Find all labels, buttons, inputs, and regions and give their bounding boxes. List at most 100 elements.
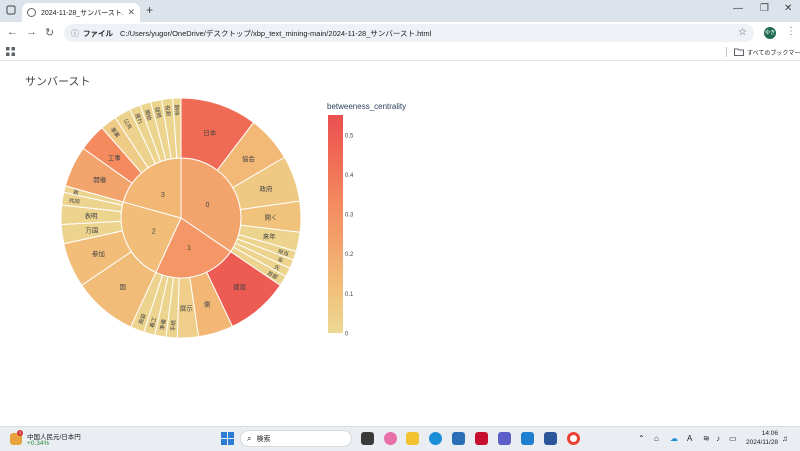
apps-grid-icon[interactable] [6,47,15,56]
widget-value: +0.34% [27,440,50,447]
sunburst-label-遅れ: 遅れ [133,112,144,125]
folder-icon[interactable] [734,48,744,56]
sunburst-label-担当: 担当 [277,247,290,258]
sunburst-label-年: 年 [276,255,285,265]
sunburst-label-開く: 開く [264,214,277,222]
sunburst-label-表明: 表明 [85,211,99,220]
sunburst-label-手続: 手続 [169,319,178,331]
bookmarks-bar: すべてのブックマーク [0,44,800,61]
all-bookmarks-link[interactable]: すべてのブックマーク [747,51,800,57]
sunburst-label-共同: 共同 [68,196,81,206]
sunburst-label-日本: 日本 [203,128,217,137]
wifi-icon[interactable]: ≋ [703,434,710,443]
sunburst-label-3: 3 [161,192,165,199]
copilot-icon[interactable] [384,432,397,445]
colorbar-title: betweeness_centrality [327,102,407,111]
reload-icon[interactable]: ↻ [45,27,55,39]
network-icon[interactable]: ⌂ [654,434,659,443]
windows-start-icon[interactable] [221,432,234,445]
address-toolbar: ← → ↻ ⓘ ファイル C:/Users/yugor/OneDrive/デスク… [0,22,800,44]
tab-active[interactable]: 2024-11-28_サンバースト.html ✕ [22,3,140,22]
notification-bell-icon[interactable]: ♫ [782,434,788,443]
bookmarks-separator [726,47,727,57]
sunburst-label-0: 0 [206,202,210,209]
vscode-icon[interactable] [521,432,534,445]
taskbar-search[interactable]: ⌕ 検索 [240,430,352,447]
colorbar-ticks: 0 0.1 0.2 0.3 0.4 0.5 [345,133,354,337]
sunburst-label-開催: 開催 [93,175,107,184]
task-view-icon[interactable] [361,432,374,445]
minimize-icon[interactable]: — [733,3,743,14]
sunburst-rings[interactable]: 0日本協会政府開く来年担当年氏首都1建設側展示手続準備着工施設2国参加万国表明共… [60,97,302,339]
new-tab-icon[interactable]: + [146,3,154,17]
globe-icon [27,8,36,17]
volume-icon[interactable]: ♪ [716,434,720,443]
widget-title[interactable]: 中国人民元/日本円 [27,434,81,441]
tab-strip: 2024-11-28_サンバースト.html ✕ + — ❐ ✕ [0,0,800,22]
sunburst-label-万国: 万国 [85,227,98,235]
bookmark-star-icon[interactable]: ☆ [738,27,747,38]
menu-dots-icon[interactable]: ⋮ [786,26,796,37]
mcafee-icon[interactable] [475,432,488,445]
sunburst-segment-期待[interactable] [172,97,182,159]
colorbar-tick-label: 0.5 [345,133,354,139]
sunburst-label-疑問: 疑問 [153,106,163,119]
tab-title: 2024-11-28_サンバースト.html [41,9,124,17]
sunburst-label-2: 2 [152,229,156,236]
restore-icon[interactable]: ❐ [760,3,769,14]
sunburst-label-役割: 役割 [163,105,172,117]
sunburst-label-来年: 来年 [263,231,277,240]
teams-icon[interactable] [498,432,511,445]
edge-icon[interactable] [429,432,442,445]
sunburst-label-1: 1 [187,245,191,252]
sunburst-label-工事: 工事 [108,153,122,162]
sunburst-label-協会: 協会 [242,154,256,163]
address-url[interactable]: C:/Users/yugor/OneDrive/デスクトップ/xbp_text_… [120,28,432,38]
notification-badge: 1 [17,430,23,436]
input-method-icon[interactable]: A [687,434,693,443]
colorbar-tick-label: 0 [345,332,349,338]
sunburst-label-展示: 展示 [180,304,194,312]
word-icon[interactable] [544,432,557,445]
sunburst-label-数: 数 [72,188,80,197]
store-icon[interactable] [452,432,465,445]
sunburst-label-国: 国 [119,283,126,291]
battery-icon[interactable]: ▭ [729,434,737,443]
colorbar-tick-label: 0.3 [345,213,354,219]
colorbar [328,115,343,333]
file-explorer-icon[interactable] [406,432,419,445]
colorbar-tick-label: 0.4 [345,173,354,179]
page-title: サンバースト [25,76,91,88]
sunburst-label-施設: 施設 [136,312,148,326]
close-tab-icon[interactable]: ✕ [127,7,135,17]
sunburst-label-政府: 政府 [259,184,273,193]
sunburst-label-建設: 建設 [233,282,247,291]
clock-date[interactable]: 2024/11/28 [746,439,779,446]
sunburst-label-期待: 期待 [173,104,181,116]
tab-search-icon[interactable] [6,4,16,16]
chevron-up-icon[interactable]: ⌃ [638,434,645,443]
address-scheme-label: ファイル [83,28,113,38]
chrome-icon[interactable] [567,432,580,445]
sunburst-label-開始: 開始 [143,109,154,122]
address-bar[interactable]: ⓘ ファイル C:/Users/yugor/OneDrive/デスクトップ/xb… [64,24,754,42]
sunburst-label-参加: 参加 [92,249,105,258]
search-placeholder: 検索 [256,435,271,443]
weather-widget-icon[interactable] [10,433,22,445]
search-icon: ⌕ [247,433,252,443]
colorbar-tick-label: 0.1 [345,292,354,298]
taskbar: 1 中国人民元/日本円 +0.34% ⌕ 検索 ⌃ ⌂ ☁ A ≋ ♪ ▭ 14… [0,426,800,451]
sunburst-label-準備: 準備 [158,318,168,331]
sunburst-label-氏: 氏 [273,263,282,273]
clock-time[interactable]: 14:06 [761,430,778,437]
info-icon[interactable]: ⓘ [71,28,79,38]
colorbar-tick-label: 0.2 [345,252,354,258]
sunburst-label-側: 側 [204,301,211,309]
back-arrow-icon[interactable]: ← [7,26,18,38]
sunburst-label-着工: 着工 [148,315,159,328]
close-window-icon[interactable]: ✕ [784,3,793,14]
onedrive-icon[interactable]: ☁ [670,434,678,443]
forward-arrow-icon[interactable]: → [26,26,37,38]
profile-avatar[interactable]: ゆき [764,27,776,39]
